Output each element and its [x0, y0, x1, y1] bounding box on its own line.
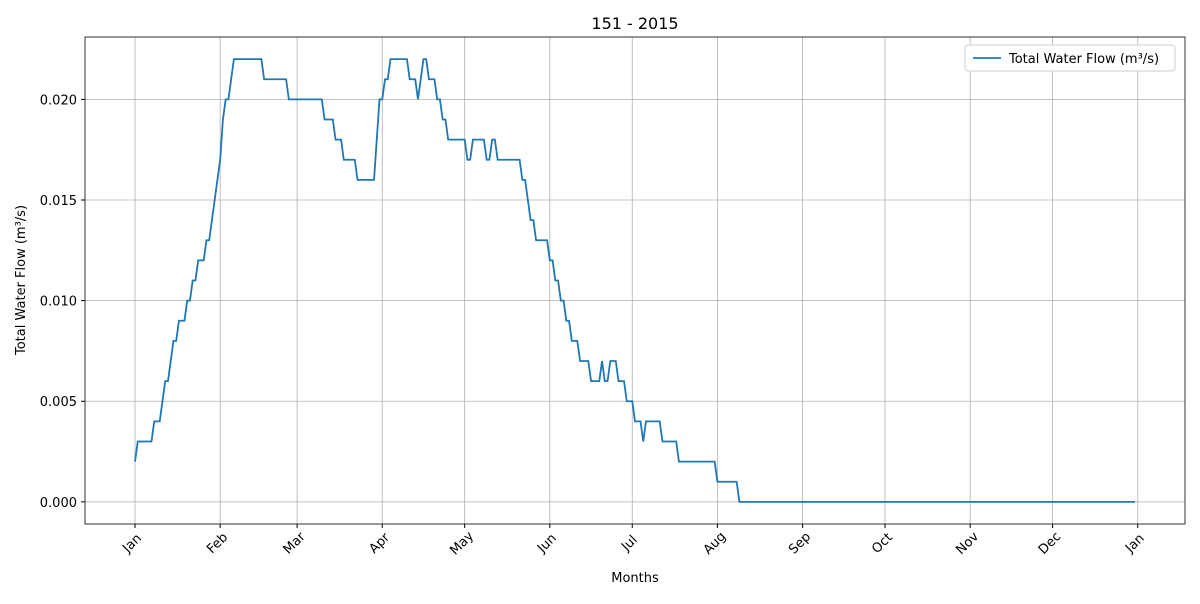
x-tick-label: Apr — [367, 530, 394, 557]
plot-frame — [84, 36, 1186, 525]
x-tick-label: Mar — [281, 529, 309, 557]
y-tick-label: 0.020 — [40, 93, 77, 108]
x-tick-label: Feb — [204, 530, 231, 557]
y-tick-label: 0.005 — [40, 395, 77, 410]
x-tick-label: Aug — [701, 529, 730, 558]
y-tick-label: 0.000 — [40, 496, 77, 511]
legend-label: Total Water Flow (m³/s) — [1008, 52, 1159, 67]
x-tick-label: Jun — [534, 531, 560, 557]
x-tick-label: Oct — [869, 530, 896, 557]
x-tick-label: Nov — [953, 529, 982, 558]
x-tick-label: Jul — [618, 533, 640, 555]
x-tick-label: Dec — [1036, 529, 1064, 557]
y-tick-label: 0.015 — [40, 194, 77, 209]
y-axis-label: Total Water Flow (m³/s) — [14, 205, 29, 356]
x-tick-label: Jan — [1122, 531, 1147, 556]
data-line — [134, 58, 1135, 503]
x-tick-label: Sep — [786, 530, 814, 558]
x-axis-label: Months — [611, 571, 659, 586]
y-tick-label: 0.010 — [40, 295, 77, 310]
x-tick-label: Jan — [119, 531, 144, 556]
legend-box — [964, 44, 1176, 72]
chart-title: 151 - 2015 — [591, 14, 678, 33]
x-tick-label: May — [447, 529, 477, 559]
